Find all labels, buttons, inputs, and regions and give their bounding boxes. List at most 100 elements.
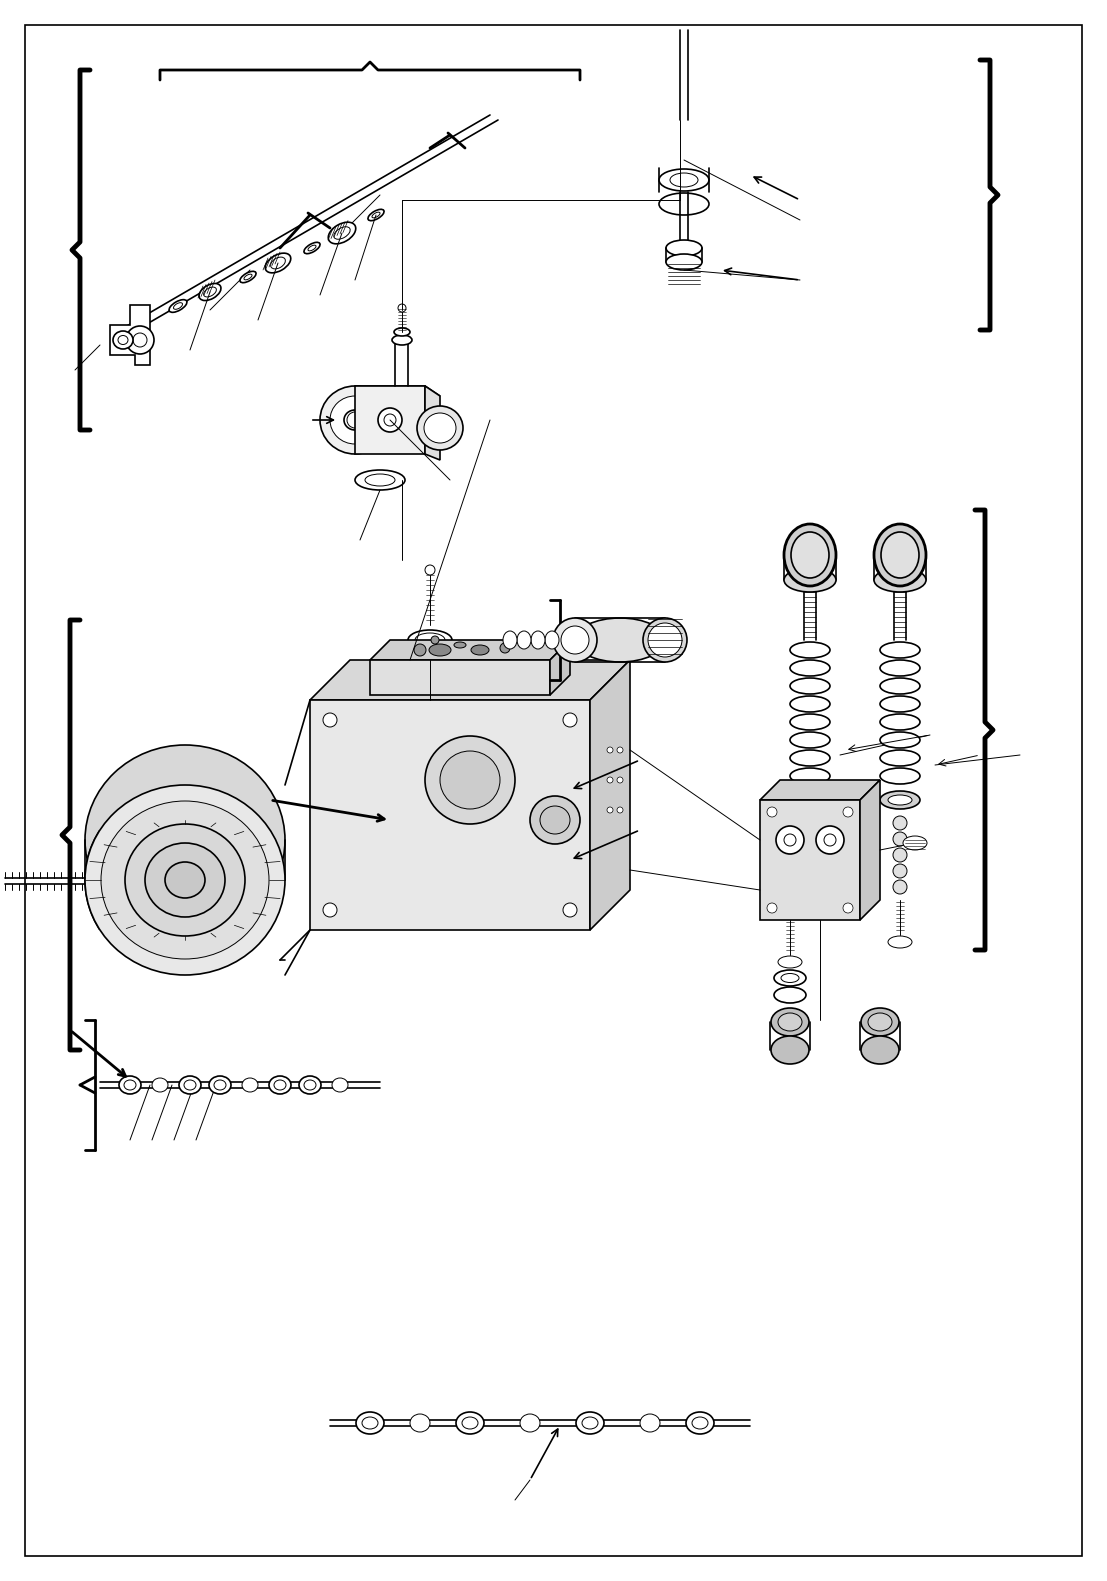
Ellipse shape <box>410 1413 430 1432</box>
Ellipse shape <box>790 678 830 694</box>
Ellipse shape <box>304 1080 315 1089</box>
Circle shape <box>126 326 154 354</box>
Ellipse shape <box>798 795 823 805</box>
Ellipse shape <box>417 406 463 451</box>
Polygon shape <box>761 800 860 920</box>
Ellipse shape <box>392 335 412 345</box>
Polygon shape <box>110 305 151 365</box>
Circle shape <box>384 414 396 425</box>
Polygon shape <box>860 779 880 920</box>
Ellipse shape <box>561 626 589 655</box>
Ellipse shape <box>692 1417 708 1429</box>
Ellipse shape <box>531 631 545 648</box>
Ellipse shape <box>214 1080 226 1089</box>
Ellipse shape <box>778 1013 801 1031</box>
Ellipse shape <box>408 629 452 650</box>
Ellipse shape <box>540 806 570 835</box>
Circle shape <box>803 881 817 893</box>
Circle shape <box>824 835 836 846</box>
Ellipse shape <box>394 327 410 337</box>
Circle shape <box>893 863 907 877</box>
Circle shape <box>617 806 623 813</box>
Ellipse shape <box>362 1417 377 1429</box>
Circle shape <box>816 825 844 854</box>
Ellipse shape <box>770 1009 809 1036</box>
Ellipse shape <box>790 768 830 784</box>
Circle shape <box>607 746 613 753</box>
Ellipse shape <box>204 288 216 297</box>
Ellipse shape <box>659 169 708 191</box>
Polygon shape <box>355 386 439 395</box>
Ellipse shape <box>778 957 801 968</box>
Circle shape <box>617 746 623 753</box>
Ellipse shape <box>530 795 580 844</box>
Ellipse shape <box>165 862 205 898</box>
Circle shape <box>803 832 817 846</box>
Ellipse shape <box>365 474 395 485</box>
Ellipse shape <box>666 255 702 270</box>
Polygon shape <box>310 700 590 930</box>
Circle shape <box>426 666 434 674</box>
Ellipse shape <box>880 696 920 711</box>
Ellipse shape <box>101 802 269 960</box>
Ellipse shape <box>861 1036 899 1064</box>
Circle shape <box>133 334 147 346</box>
Ellipse shape <box>517 631 531 648</box>
Ellipse shape <box>113 330 133 349</box>
Ellipse shape <box>299 1077 321 1094</box>
Ellipse shape <box>790 696 830 711</box>
Circle shape <box>784 835 796 846</box>
Circle shape <box>607 806 613 813</box>
Ellipse shape <box>790 642 830 658</box>
Circle shape <box>563 713 577 727</box>
Ellipse shape <box>784 568 836 591</box>
Ellipse shape <box>880 732 920 748</box>
Ellipse shape <box>439 751 500 809</box>
Ellipse shape <box>868 1013 892 1031</box>
Circle shape <box>844 806 853 817</box>
Circle shape <box>893 816 907 830</box>
Ellipse shape <box>408 650 452 670</box>
Ellipse shape <box>640 1413 660 1432</box>
Ellipse shape <box>770 1036 809 1064</box>
Ellipse shape <box>503 631 517 648</box>
Ellipse shape <box>424 413 456 443</box>
Ellipse shape <box>903 836 927 851</box>
Ellipse shape <box>430 643 451 656</box>
Ellipse shape <box>184 1080 196 1089</box>
Ellipse shape <box>356 1412 384 1434</box>
Ellipse shape <box>266 253 291 274</box>
Ellipse shape <box>790 749 830 767</box>
Polygon shape <box>550 640 570 696</box>
Ellipse shape <box>169 300 187 313</box>
Ellipse shape <box>470 645 489 655</box>
Circle shape <box>893 847 907 862</box>
Ellipse shape <box>880 749 920 767</box>
Ellipse shape <box>880 768 920 784</box>
Ellipse shape <box>199 283 221 300</box>
Ellipse shape <box>85 745 284 934</box>
Ellipse shape <box>575 618 665 662</box>
Ellipse shape <box>320 386 390 454</box>
Ellipse shape <box>576 1412 604 1434</box>
Circle shape <box>776 825 804 854</box>
Ellipse shape <box>686 1412 714 1434</box>
Ellipse shape <box>118 1077 141 1094</box>
Circle shape <box>399 304 406 311</box>
Polygon shape <box>425 386 439 460</box>
Ellipse shape <box>643 618 687 662</box>
Ellipse shape <box>659 193 708 215</box>
Ellipse shape <box>880 642 920 658</box>
Ellipse shape <box>242 1078 258 1092</box>
Ellipse shape <box>880 715 920 730</box>
Ellipse shape <box>244 274 252 280</box>
Ellipse shape <box>334 226 350 239</box>
Ellipse shape <box>792 531 829 579</box>
Ellipse shape <box>329 223 355 243</box>
Circle shape <box>617 776 623 783</box>
Ellipse shape <box>545 631 559 648</box>
Circle shape <box>767 903 777 912</box>
Ellipse shape <box>209 1077 231 1094</box>
Ellipse shape <box>648 623 682 658</box>
Ellipse shape <box>881 531 919 579</box>
